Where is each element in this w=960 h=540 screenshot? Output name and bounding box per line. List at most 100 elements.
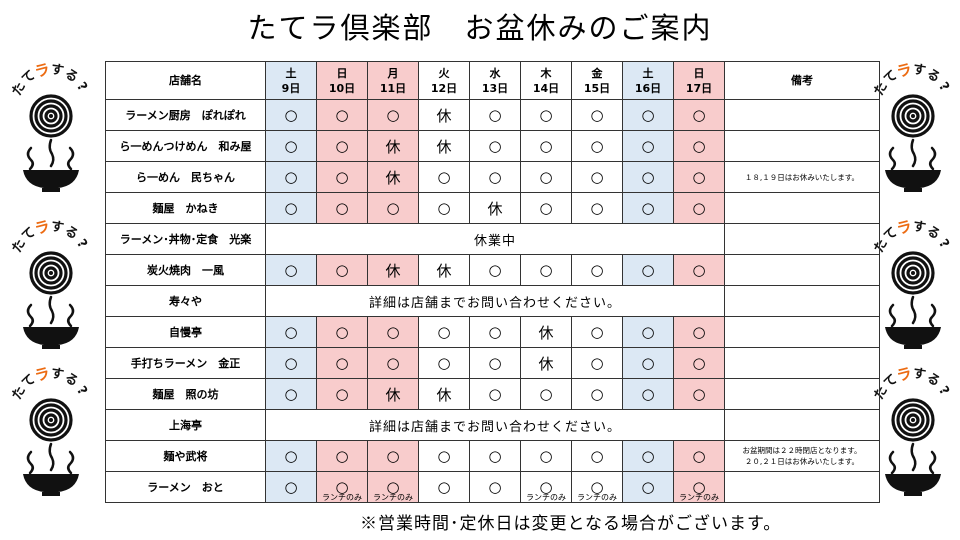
day-cell: ○: [265, 347, 317, 379]
day-cell: ○: [673, 347, 725, 379]
day-cell: ○: [622, 378, 674, 410]
header-day: 日 17日: [673, 61, 725, 100]
mascot-left-1: たてラする?: [6, 56, 96, 196]
open-mark: ○: [335, 106, 349, 124]
steam-left-icon: [888, 450, 896, 475]
day-cell: ○: [673, 99, 725, 131]
table-row: 上海亭 詳細は店舗までお問い合わせください。: [105, 409, 880, 441]
header-weekday: 水: [489, 66, 501, 80]
open-mark: ○: [488, 137, 502, 155]
open-mark: ○: [386, 354, 400, 372]
schedule-table: 店舗名 土 9日日 10日月 11日火 12日水 13日木 14日金 15日土 16日日 17日備…: [105, 61, 880, 503]
day-cell: ○: [316, 192, 368, 224]
mascot-letter: す: [50, 219, 65, 236]
steam-center-icon: [48, 442, 55, 472]
closed-mark: 休: [385, 385, 401, 404]
header-date: 11日: [379, 81, 407, 95]
mascot-letter: ラ: [33, 217, 52, 238]
day-cell: ○: [673, 130, 725, 162]
day-cell: ○: [571, 316, 623, 348]
day-cell: ○: [571, 440, 623, 472]
day-cell: ○: [622, 161, 674, 193]
closed-mark: 休: [385, 168, 401, 187]
closed-mark: 休: [385, 261, 401, 280]
open-mark: ○: [590, 447, 604, 465]
open-mark: ○: [437, 323, 451, 341]
open-mark: ○: [590, 199, 604, 217]
table-row: 寿々や 詳細は店舗までお問い合わせください。: [105, 285, 880, 317]
day-cell: ○: [520, 378, 572, 410]
spiral-ring: [896, 99, 930, 133]
open-mark: ○: [590, 137, 604, 155]
day-cell: ○: [520, 192, 572, 224]
shop-name: 自慢亭: [105, 316, 266, 348]
bowl-base: [42, 188, 60, 192]
day-cell: ○: [469, 440, 521, 472]
shop-note: １８,１９日はお休みいたします。: [724, 161, 880, 193]
mascot-right-1: たてラする?: [868, 56, 958, 196]
day-cell: 休: [520, 316, 572, 348]
day-cell: 休: [367, 378, 419, 410]
mascot-letter: す: [50, 62, 65, 79]
open-mark: ○: [335, 478, 349, 496]
closed-mark: 休: [538, 354, 554, 373]
spiral-ring: [39, 261, 63, 285]
day-cell: 休: [367, 254, 419, 286]
table-row: 炭火焼肉 一風 ○ ○ 休 休 ○ ○ ○ ○ ○: [105, 254, 880, 286]
day-cell: ○: [418, 161, 470, 193]
header-date: 16日: [634, 81, 662, 95]
table-row: ら一めん 民ちゃん ○ ○ 休 ○ ○ ○ ○ ○ ○ １８,１９日はお休みいたします。: [105, 161, 880, 193]
shop-name: 麺屋 かねき: [105, 192, 266, 224]
mascot-letter: ?: [935, 384, 952, 398]
day-cell: ○: [520, 99, 572, 131]
day-cell: 休: [520, 347, 572, 379]
spiral-ring: [44, 109, 58, 123]
open-mark: ○: [335, 385, 349, 403]
mascot-letter: ラ: [33, 60, 52, 81]
day-cell: ○: [367, 316, 419, 348]
header-weekday: 火: [438, 66, 450, 80]
day-cell: ○: [418, 316, 470, 348]
open-mark: ○: [284, 199, 298, 217]
spiral-ring: [39, 104, 63, 128]
header-weekday: 金: [591, 66, 603, 80]
open-mark: ○: [284, 385, 298, 403]
shop-note: [724, 223, 880, 255]
spiral-ring: [29, 251, 73, 295]
day-cell: ○: [520, 254, 572, 286]
header-day: 月 11日: [367, 61, 419, 100]
day-cell: ○: [571, 161, 623, 193]
day-cell: ○: [622, 192, 674, 224]
mascot-letter: た: [10, 384, 29, 403]
open-mark: ○: [284, 447, 298, 465]
bowl-base: [904, 188, 922, 192]
header-date: 13日: [481, 81, 509, 95]
header-day: 水 13日: [469, 61, 521, 100]
header-date: 15日: [583, 81, 611, 95]
day-cell: ○: [418, 440, 470, 472]
spiral-ring: [44, 413, 58, 427]
open-mark: ○: [437, 168, 451, 186]
day-cell: ○: [622, 471, 674, 503]
shop-name: ラーメン おと: [105, 471, 266, 503]
header-date: 14日: [532, 81, 560, 95]
open-mark: ○: [692, 323, 706, 341]
day-cell: ○: [469, 347, 521, 379]
open-mark: ○: [284, 261, 298, 279]
table-row: 手打ちラーメン 金正 ○ ○ ○ ○ ○ 休 ○ ○ ○: [105, 347, 880, 379]
day-cell: 休: [418, 254, 470, 286]
day-cell: ○: [418, 192, 470, 224]
open-mark: ○: [335, 354, 349, 372]
day-cell: ○: [367, 99, 419, 131]
merged-status: 休業中: [265, 223, 725, 255]
open-mark: ○: [284, 354, 298, 372]
day-cell: ○: [469, 130, 521, 162]
shop-name: ラーメン厨房 ぽれぽれ: [105, 99, 266, 131]
open-mark: ○: [641, 137, 655, 155]
shop-note: [724, 254, 880, 286]
steam-center-icon: [910, 442, 917, 472]
steam-center-icon: [910, 138, 917, 168]
